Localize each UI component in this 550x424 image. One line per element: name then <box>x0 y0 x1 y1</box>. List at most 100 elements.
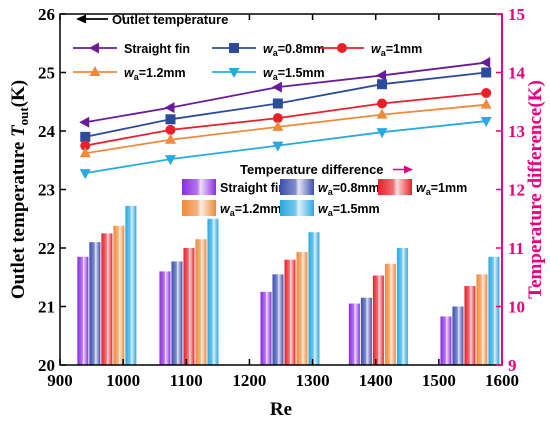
lines-layer <box>79 57 492 180</box>
bar <box>476 274 488 365</box>
data-point <box>377 79 388 90</box>
bar <box>183 248 195 365</box>
data-point <box>271 81 282 93</box>
data-point <box>165 114 176 125</box>
line-legend-item: wa=0.8mm <box>212 42 325 58</box>
difference-annotation-label: Temperature difference <box>240 162 384 177</box>
y-left-tick-label: 23 <box>38 181 55 200</box>
data-point <box>165 155 176 166</box>
legend-label: Straight fin <box>124 42 190 56</box>
data-point <box>79 147 91 158</box>
data-point <box>165 133 176 144</box>
bar <box>308 232 320 365</box>
y-right-tick-label: 11 <box>508 239 524 258</box>
data-point <box>229 43 239 53</box>
legend-label: wa=1mm <box>371 42 422 58</box>
legend-label: wa=0.8mm <box>318 181 380 197</box>
difference-arrow-head <box>404 165 413 174</box>
data-point <box>80 131 91 142</box>
x-tick-label: 1600 <box>485 371 519 390</box>
data-point <box>376 128 388 139</box>
data-point <box>164 102 175 114</box>
legend-label-sub: a <box>426 187 432 197</box>
y-left-tick-label: 26 <box>38 5 55 24</box>
line-series <box>79 117 492 180</box>
legend-label: wa=1.5mm <box>318 202 380 218</box>
data-point <box>481 67 492 78</box>
bar-legend-item: Straight fin <box>182 179 286 195</box>
bar-legend-item: wa=1.5mm <box>280 200 380 218</box>
bar <box>372 275 384 365</box>
bar-legend-item: wa=1.2mm <box>182 200 282 218</box>
legend-label-var: w <box>371 42 382 56</box>
bar <box>77 256 89 365</box>
legend-label: wa=1.2mm <box>124 66 186 82</box>
bar <box>284 259 296 365</box>
legend-label: wa=0.8mm <box>263 42 325 58</box>
outlet-annotation: Outlet temperature <box>76 12 228 27</box>
bar <box>101 233 113 365</box>
data-point <box>480 117 492 128</box>
legend-label-var: w <box>124 66 135 80</box>
line-series <box>80 87 492 151</box>
x-tick-label: 900 <box>47 371 73 390</box>
bars-layer <box>77 205 500 365</box>
y-left-tick-label: 21 <box>38 298 55 317</box>
legend-label-sub: a <box>134 72 140 82</box>
bar <box>384 263 396 365</box>
data-point <box>80 140 91 151</box>
legend-label-var: w <box>263 42 274 56</box>
data-point <box>337 43 347 53</box>
bar <box>260 291 272 365</box>
x-tick-label: 1400 <box>359 371 393 390</box>
bar-group <box>77 205 137 365</box>
bar <box>207 218 219 365</box>
outlet-annotation-label: Outlet temperature <box>112 12 228 27</box>
data-point <box>272 98 283 109</box>
legend-label-var: w <box>318 181 329 195</box>
legend-swatch <box>378 179 412 195</box>
y-right-axis-title: Temperature difference(K) <box>525 80 546 299</box>
line-series <box>79 98 492 158</box>
x-tick-label: 1100 <box>170 371 203 390</box>
legend-label: Straight fin <box>220 181 286 195</box>
y-left-title-prefix: Outlet temperature <box>8 137 29 299</box>
y-right-tick-label: 12 <box>508 181 525 200</box>
legend-label-var: w <box>318 202 329 216</box>
data-point <box>272 120 284 131</box>
x-axis-title: Re <box>270 399 292 420</box>
bar <box>488 256 500 365</box>
data-point <box>480 57 491 69</box>
bar-group <box>159 218 219 365</box>
bar <box>195 239 207 365</box>
bar <box>159 271 171 365</box>
y-left-tick-label: 20 <box>38 356 55 375</box>
legend-label-var: w <box>263 66 274 80</box>
legend-swatch <box>182 179 216 195</box>
bar <box>452 306 464 365</box>
legend-label: wa=1.2mm <box>220 202 282 218</box>
data-point <box>79 169 91 180</box>
legend-label-rest: =1.2mm <box>139 66 186 80</box>
legend-label-rest: =0.8mm <box>333 181 380 195</box>
y-left-tick-label: 24 <box>38 122 56 141</box>
y-left-tick-label: 25 <box>38 64 55 83</box>
line-legend-item: wa=1mm <box>320 42 422 58</box>
bar <box>113 225 125 365</box>
series-line <box>85 92 487 147</box>
legend-swatch <box>280 179 314 195</box>
outlet-arrow-head <box>76 14 86 24</box>
data-point <box>480 98 492 109</box>
y-right-tick-label: 13 <box>508 122 525 141</box>
legend-swatch <box>182 200 216 216</box>
line-legend-item: wa=1.2mm <box>73 66 186 82</box>
x-tick-label: 1300 <box>296 371 330 390</box>
annotation-layer: Outlet temperature Temperature differenc… <box>76 12 413 177</box>
bar-group <box>348 248 408 365</box>
bar-legend-item: wa=0.8mm <box>280 179 380 197</box>
legend-label-var: w <box>220 202 231 216</box>
legend-label-rest: =1.2mm <box>235 202 282 216</box>
y-right-tick-label: 9 <box>508 356 517 375</box>
legend-label-rest: =1mm <box>431 181 467 195</box>
